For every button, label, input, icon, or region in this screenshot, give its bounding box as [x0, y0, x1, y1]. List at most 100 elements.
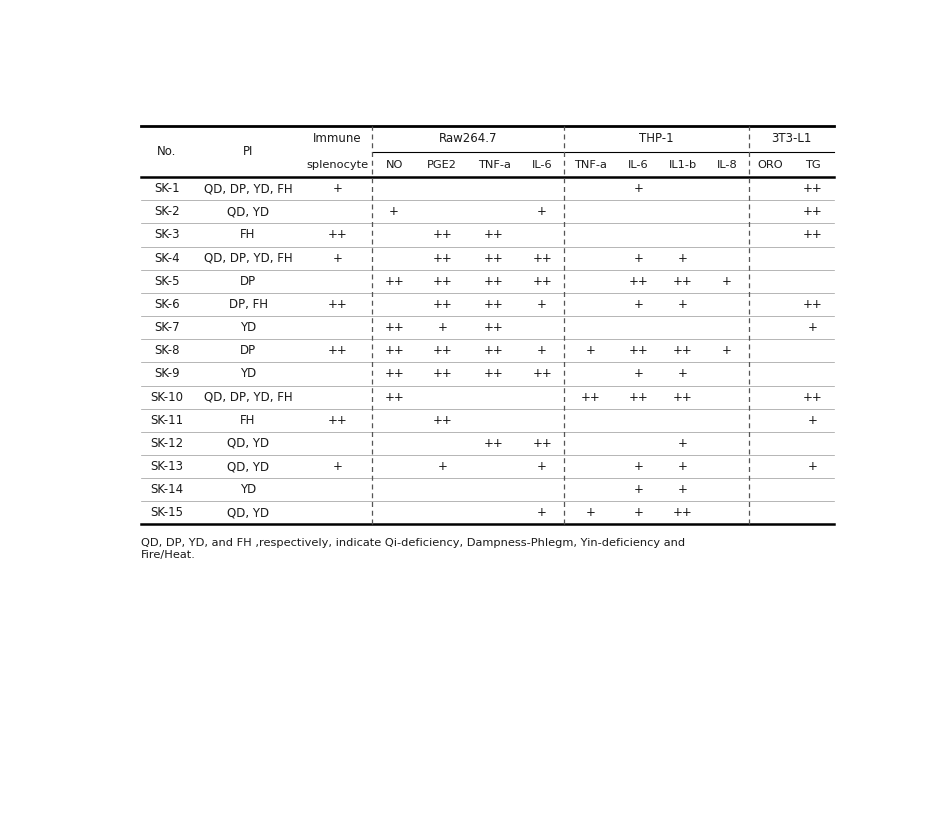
Text: +: +	[808, 460, 818, 473]
Text: ++: ++	[484, 344, 504, 357]
Text: ++: ++	[384, 344, 404, 357]
Text: ++: ++	[803, 298, 823, 311]
Text: ++: ++	[803, 182, 823, 195]
Text: +: +	[634, 252, 643, 265]
Text: ++: ++	[384, 275, 404, 288]
Text: +: +	[808, 321, 818, 334]
Text: ++: ++	[384, 321, 404, 334]
Text: ++: ++	[803, 206, 823, 219]
Text: SK-7: SK-7	[154, 321, 180, 334]
Text: ++: ++	[328, 228, 348, 241]
Text: YD: YD	[240, 483, 256, 496]
Text: QD, YD: QD, YD	[227, 206, 269, 219]
Text: ++: ++	[328, 344, 348, 357]
Text: ++: ++	[673, 275, 693, 288]
Text: ++: ++	[673, 344, 693, 357]
Text: QD, YD: QD, YD	[227, 460, 269, 473]
Text: +: +	[538, 298, 547, 311]
Text: +: +	[677, 298, 688, 311]
Text: ++: ++	[384, 367, 404, 380]
Text: +: +	[677, 483, 688, 496]
Text: QD, DP, YD, FH: QD, DP, YD, FH	[203, 252, 293, 265]
Text: ++: ++	[484, 275, 504, 288]
Text: QD, DP, YD, FH: QD, DP, YD, FH	[203, 182, 293, 195]
Text: ++: ++	[384, 390, 404, 403]
Text: No.: No.	[157, 145, 177, 158]
Text: ++: ++	[580, 390, 600, 403]
Text: ++: ++	[484, 228, 504, 241]
Text: +: +	[722, 275, 732, 288]
Text: PGE2: PGE2	[428, 159, 457, 170]
Text: DP, FH: DP, FH	[229, 298, 268, 311]
Text: SK-14: SK-14	[150, 483, 183, 496]
Text: +: +	[332, 182, 343, 195]
Text: SK-6: SK-6	[154, 298, 180, 311]
Text: ++: ++	[803, 390, 823, 403]
Text: SK-15: SK-15	[150, 506, 183, 520]
Text: ++: ++	[532, 252, 552, 265]
Text: SK-8: SK-8	[154, 344, 180, 357]
Text: SK-10: SK-10	[150, 390, 183, 403]
Text: THP-1: THP-1	[639, 133, 674, 146]
Text: Raw264.7: Raw264.7	[439, 133, 498, 146]
Text: ++: ++	[432, 298, 452, 311]
Text: +: +	[437, 321, 447, 334]
Text: +: +	[585, 344, 595, 357]
Text: SK-5: SK-5	[154, 275, 180, 288]
Text: ++: ++	[432, 275, 452, 288]
Text: ++: ++	[432, 414, 452, 427]
Text: ++: ++	[484, 298, 504, 311]
Text: FH: FH	[240, 414, 256, 427]
Text: QD, YD: QD, YD	[227, 506, 269, 520]
Text: ++: ++	[432, 367, 452, 380]
Text: +: +	[634, 460, 643, 473]
Text: ++: ++	[532, 275, 552, 288]
Text: +: +	[677, 437, 688, 450]
Text: +: +	[677, 460, 688, 473]
Text: +: +	[808, 414, 818, 427]
Text: ++: ++	[628, 390, 648, 403]
Text: ++: ++	[673, 506, 693, 520]
Text: +: +	[538, 206, 547, 219]
Text: NO: NO	[386, 159, 403, 170]
Text: SK-2: SK-2	[154, 206, 180, 219]
Text: DP: DP	[240, 275, 256, 288]
Text: ++: ++	[432, 228, 452, 241]
Text: PI: PI	[243, 145, 254, 158]
Text: splenocyte: splenocyte	[307, 159, 369, 170]
Text: SK-9: SK-9	[154, 367, 180, 380]
Text: ++: ++	[673, 390, 693, 403]
Text: +: +	[332, 252, 343, 265]
Text: SK-13: SK-13	[150, 460, 183, 473]
Text: ++: ++	[328, 414, 348, 427]
Text: ORO: ORO	[757, 159, 783, 170]
Text: YD: YD	[240, 367, 256, 380]
Text: SK-4: SK-4	[154, 252, 180, 265]
Text: IL-6: IL-6	[628, 159, 649, 170]
Text: ++: ++	[484, 437, 504, 450]
Text: +: +	[634, 182, 643, 195]
Text: +: +	[437, 460, 447, 473]
Text: SK-3: SK-3	[154, 228, 180, 241]
Text: TNF-a: TNF-a	[574, 159, 607, 170]
Text: QD, DP, YD, and FH ,respectively, indicate Qi-deficiency, Dampness-Phlegm, Yin-d: QD, DP, YD, and FH ,respectively, indica…	[141, 538, 685, 560]
Text: +: +	[390, 206, 399, 219]
Text: +: +	[677, 367, 688, 380]
Text: IL1-b: IL1-b	[669, 159, 696, 170]
Text: +: +	[538, 344, 547, 357]
Text: SK-12: SK-12	[150, 437, 183, 450]
Text: FH: FH	[240, 228, 256, 241]
Text: IL-6: IL-6	[532, 159, 553, 170]
Text: +: +	[634, 298, 643, 311]
Text: DP: DP	[240, 344, 256, 357]
Text: +: +	[634, 506, 643, 520]
Text: QD, YD: QD, YD	[227, 437, 269, 450]
Text: QD, DP, YD, FH: QD, DP, YD, FH	[203, 390, 293, 403]
Text: 3T3-L1: 3T3-L1	[771, 133, 812, 146]
Text: TNF-a: TNF-a	[478, 159, 510, 170]
Text: ++: ++	[628, 275, 648, 288]
Text: +: +	[585, 506, 595, 520]
Text: SK-1: SK-1	[154, 182, 180, 195]
Text: ++: ++	[328, 298, 348, 311]
Text: Immune: Immune	[314, 133, 362, 146]
